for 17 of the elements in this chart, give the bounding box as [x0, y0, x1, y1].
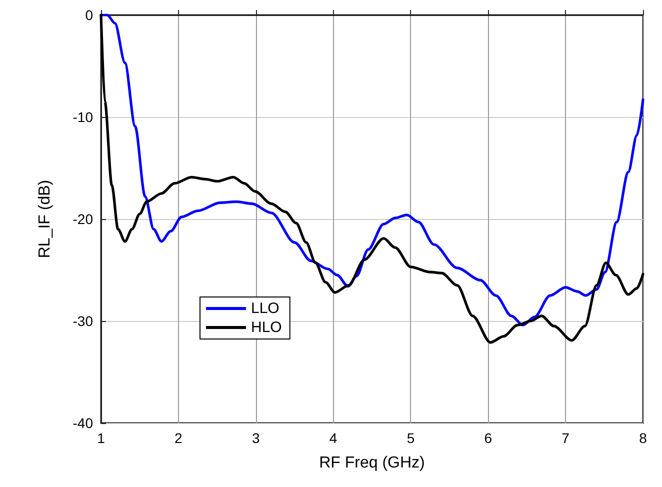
- legend-label: LLO: [251, 300, 280, 317]
- y-tick-label: -40: [72, 415, 94, 431]
- x-tick-label: 1: [97, 430, 106, 446]
- legend-label: HLO: [251, 319, 282, 336]
- y-tick-label: -10: [72, 109, 94, 125]
- x-tick-label: 3: [252, 430, 260, 446]
- y-tick-label: 0: [85, 7, 94, 23]
- x-tick-label: 4: [329, 430, 338, 446]
- y-axis-title: RL_IF (dB): [36, 180, 54, 258]
- y-tick-label: -30: [72, 313, 94, 329]
- y-tick-label: -20: [72, 211, 94, 227]
- x-axis-title: RF Freq (GHz): [319, 454, 425, 472]
- x-tick-label: 7: [562, 430, 570, 446]
- x-tick-label: 8: [639, 430, 648, 446]
- x-tick-label: 6: [484, 430, 492, 446]
- x-tick-label: 2: [174, 430, 183, 446]
- x-tick-label: 5: [406, 430, 415, 446]
